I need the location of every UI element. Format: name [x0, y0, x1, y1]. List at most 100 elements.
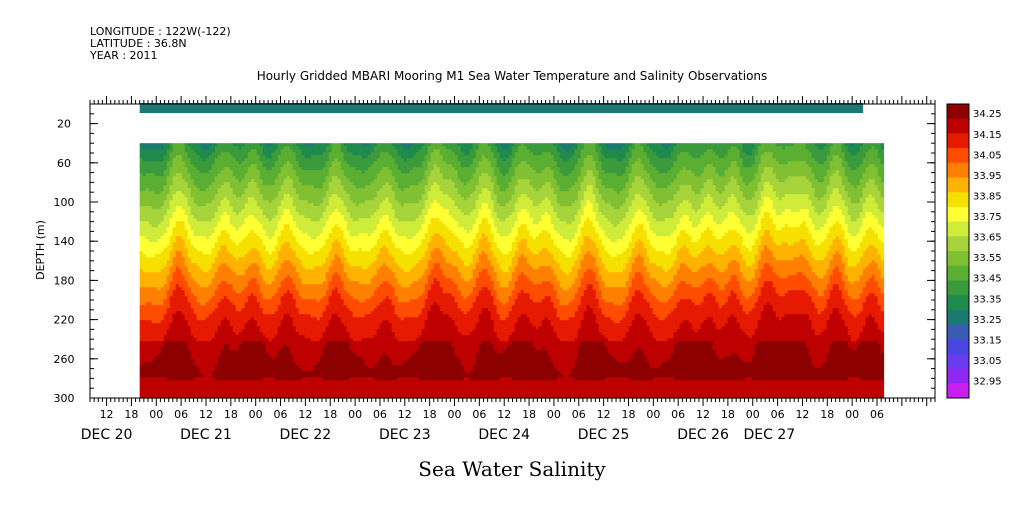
salinity-cell [214, 341, 219, 345]
salinity-cell [184, 272, 189, 276]
salinity-cell [145, 191, 150, 195]
salinity-cell [199, 146, 204, 150]
salinity-cell [157, 257, 162, 261]
salinity-cell [196, 314, 201, 318]
salinity-cell [244, 230, 249, 234]
salinity-cell [256, 320, 261, 324]
salinity-cell [259, 275, 264, 279]
salinity-cell [244, 371, 249, 375]
salinity-cell [292, 251, 297, 255]
salinity-cell [301, 242, 306, 246]
salinity-cell [301, 176, 306, 180]
salinity-cell [160, 197, 165, 201]
salinity-cell [181, 284, 186, 288]
salinity-cell [292, 227, 297, 231]
salinity-cell [187, 260, 192, 264]
salinity-cell [163, 251, 168, 255]
salinity-cell [139, 269, 144, 273]
salinity-cell [202, 155, 207, 159]
salinity-cell [151, 362, 156, 366]
salinity-cell [241, 356, 246, 360]
salinity-cell [193, 302, 198, 306]
salinity-cell [268, 389, 273, 393]
salinity-cell [280, 275, 285, 279]
salinity-cell [313, 296, 318, 300]
salinity-cell [238, 152, 243, 156]
salinity-cell [298, 239, 303, 243]
salinity-cell [280, 341, 285, 345]
salinity-cell [211, 350, 216, 354]
salinity-cell [151, 350, 156, 354]
salinity-cell [139, 200, 144, 204]
salinity-cell [304, 197, 309, 201]
salinity-cell [292, 266, 297, 270]
salinity-cell [244, 341, 249, 345]
salinity-cell [217, 374, 222, 378]
salinity-cell [241, 338, 246, 342]
salinity-cell [232, 371, 237, 375]
salinity-cell [271, 308, 276, 312]
salinity-cell [253, 221, 258, 225]
salinity-cell [304, 242, 309, 246]
salinity-cell [166, 257, 171, 261]
salinity-cell [223, 395, 228, 399]
salinity-cell [169, 176, 174, 180]
salinity-cell [241, 296, 246, 300]
salinity-cell [241, 200, 246, 204]
salinity-cell [235, 215, 240, 219]
salinity-cell [178, 191, 183, 195]
salinity-cell [211, 203, 216, 207]
salinity-cell [247, 233, 252, 237]
salinity-cell [307, 308, 312, 312]
salinity-cell [277, 209, 282, 213]
salinity-cell [307, 212, 312, 216]
salinity-cell [187, 380, 192, 384]
salinity-cell [220, 170, 225, 174]
salinity-cell [190, 353, 195, 357]
salinity-cell [241, 365, 246, 369]
salinity-cell [259, 176, 264, 180]
salinity-cell [157, 350, 162, 354]
salinity-cell [247, 287, 252, 291]
salinity-cell [226, 197, 231, 201]
salinity-cell [259, 266, 264, 270]
salinity-cell [244, 152, 249, 156]
salinity-cell [178, 194, 183, 198]
salinity-cell [169, 353, 174, 357]
salinity-cell [166, 380, 171, 384]
salinity-cell [193, 371, 198, 375]
salinity-cell [313, 263, 318, 267]
salinity-cell [166, 173, 171, 177]
salinity-cell [274, 392, 279, 396]
salinity-cell [220, 299, 225, 303]
salinity-cell [196, 245, 201, 249]
salinity-cell [157, 308, 162, 312]
salinity-cell [211, 269, 216, 273]
salinity-cell [175, 377, 180, 381]
salinity-cell [166, 383, 171, 387]
salinity-cell [199, 299, 204, 303]
salinity-cell [268, 272, 273, 276]
salinity-cell [175, 362, 180, 366]
salinity-cell [139, 257, 144, 261]
salinity-cell [193, 206, 198, 210]
salinity-cell [295, 362, 300, 366]
salinity-cell [211, 242, 216, 246]
salinity-cell [214, 383, 219, 387]
salinity-cell [142, 239, 147, 243]
salinity-cell [154, 380, 159, 384]
salinity-cell [256, 317, 261, 321]
salinity-cell [235, 230, 240, 234]
salinity-cell [274, 389, 279, 393]
salinity-cell [250, 383, 255, 387]
salinity-cell [268, 152, 273, 156]
salinity-cell [157, 287, 162, 291]
salinity-cell [190, 323, 195, 327]
salinity-cell [265, 278, 270, 282]
salinity-cell [232, 233, 237, 237]
salinity-cell [211, 149, 216, 153]
salinity-cell [142, 203, 147, 207]
salinity-cell [196, 386, 201, 390]
salinity-cell [211, 329, 216, 333]
salinity-cell [247, 377, 252, 381]
